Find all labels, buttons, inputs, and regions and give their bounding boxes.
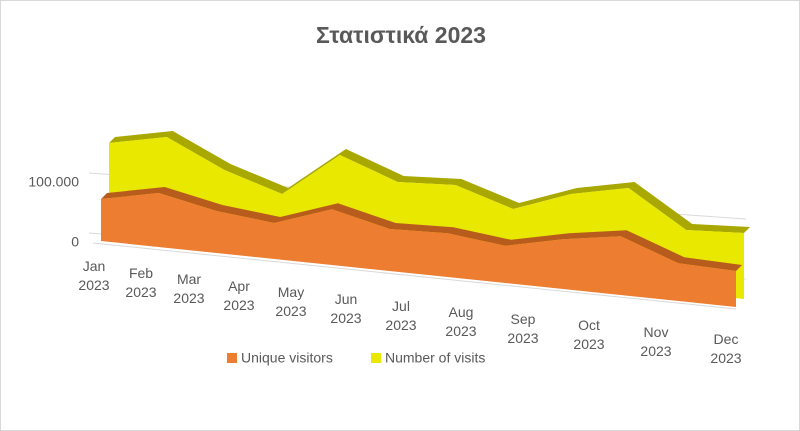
x-tick-label: Nov 2023 bbox=[640, 324, 672, 359]
legend-swatch bbox=[227, 353, 237, 363]
x-tick-label: Sep 2023 bbox=[507, 310, 539, 346]
x-tick-label: Mar 2023 bbox=[173, 271, 205, 307]
x-tick-label: Apr 2023 bbox=[223, 277, 255, 313]
legend-swatch bbox=[371, 353, 381, 363]
area bbox=[101, 193, 736, 307]
x-axis bbox=[92, 242, 737, 310]
x-tick-label: Feb 2023 bbox=[125, 264, 157, 300]
x-tick-label: Oct 2023 bbox=[573, 317, 605, 353]
x-tick-label: Jul 2023 bbox=[385, 297, 417, 333]
x-tick-label: May 2023 bbox=[275, 284, 307, 320]
x-tick-label: Jun 2023 bbox=[330, 291, 362, 326]
legend-label: Unique visitors bbox=[241, 350, 333, 366]
chart-title: Στατιστικά 2023 bbox=[316, 22, 486, 48]
x-tick-label: Dec 2023 bbox=[710, 330, 742, 366]
x-tick-label: Jan 2023 bbox=[78, 258, 110, 293]
x-tick-label: Aug 2023 bbox=[445, 304, 477, 340]
legend-label: Number of visits bbox=[385, 350, 485, 366]
area-depth bbox=[109, 131, 750, 233]
area-depth bbox=[101, 187, 742, 271]
y-tick-label: 100.000 bbox=[28, 174, 79, 190]
y-tick-label: 0 bbox=[71, 234, 79, 250]
